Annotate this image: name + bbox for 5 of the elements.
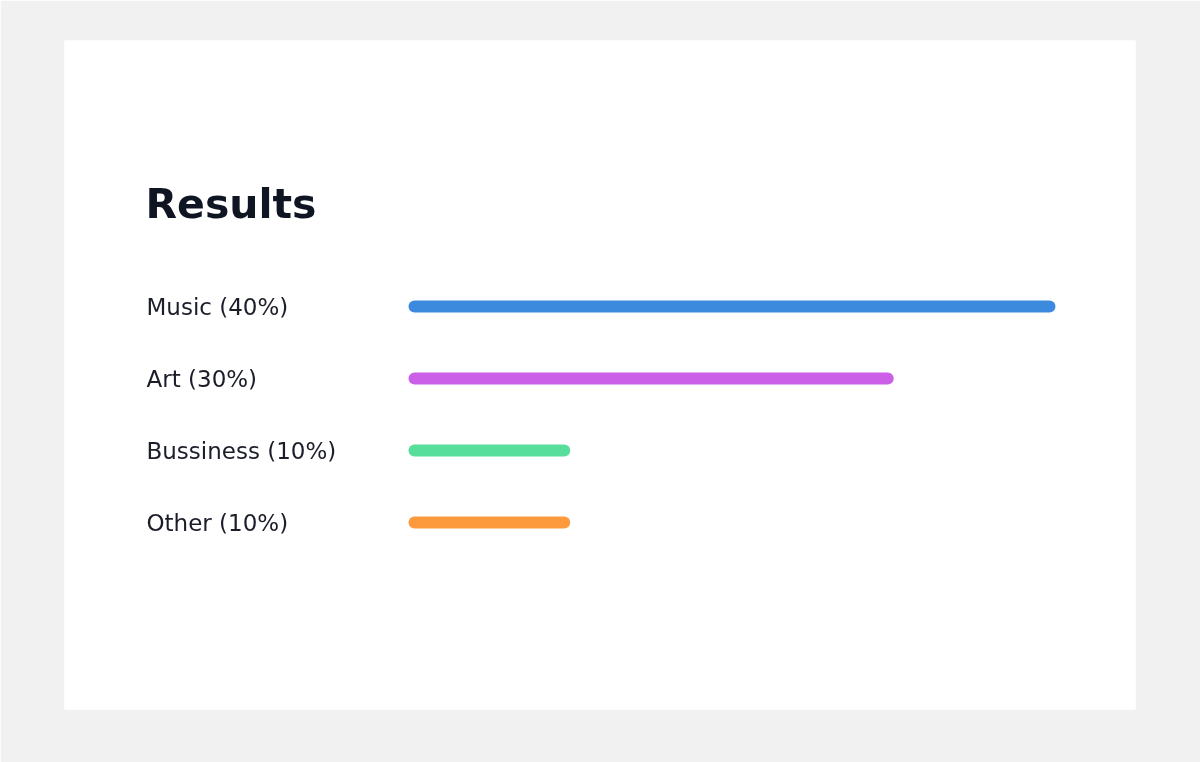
y-tick-label: Other (10%) — [146, 509, 289, 536]
y-tick-label: Art (30%) — [146, 365, 258, 392]
y-tick-label: Bussiness (10%) — [146, 437, 337, 464]
chart-title: Results — [145, 179, 317, 228]
y-tick-label: Music (40%) — [146, 293, 289, 320]
